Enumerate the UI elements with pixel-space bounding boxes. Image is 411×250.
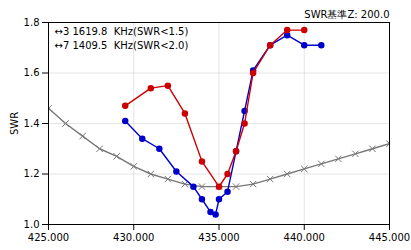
svg-text:↔3 1619.8 KHz(SWR<1.5): ↔3 1619.8 KHz(SWR<1.5) [55,26,189,37]
svg-text:435.000: 435.000 [198,232,239,243]
svg-text:1.2: 1.2 [24,168,40,179]
svg-text:425.000: 425.000 [28,232,69,243]
svg-text:445.000: 445.000 [369,232,410,243]
svg-text:SWR: SWR [9,112,20,135]
svg-text:430.000: 430.000 [113,232,154,243]
svg-text:SWR基準Z: 200.0: SWR基準Z: 200.0 [304,9,389,20]
svg-text:1.8: 1.8 [24,17,40,28]
svg-text:↔7 1409.5 KHz(SWR<2.0): ↔7 1409.5 KHz(SWR<2.0) [55,40,189,51]
svg-text:1.6: 1.6 [24,67,40,78]
svg-text:440.000: 440.000 [284,232,325,243]
svg-text:1.4: 1.4 [24,118,40,129]
svg-text:1.0: 1.0 [24,219,40,230]
